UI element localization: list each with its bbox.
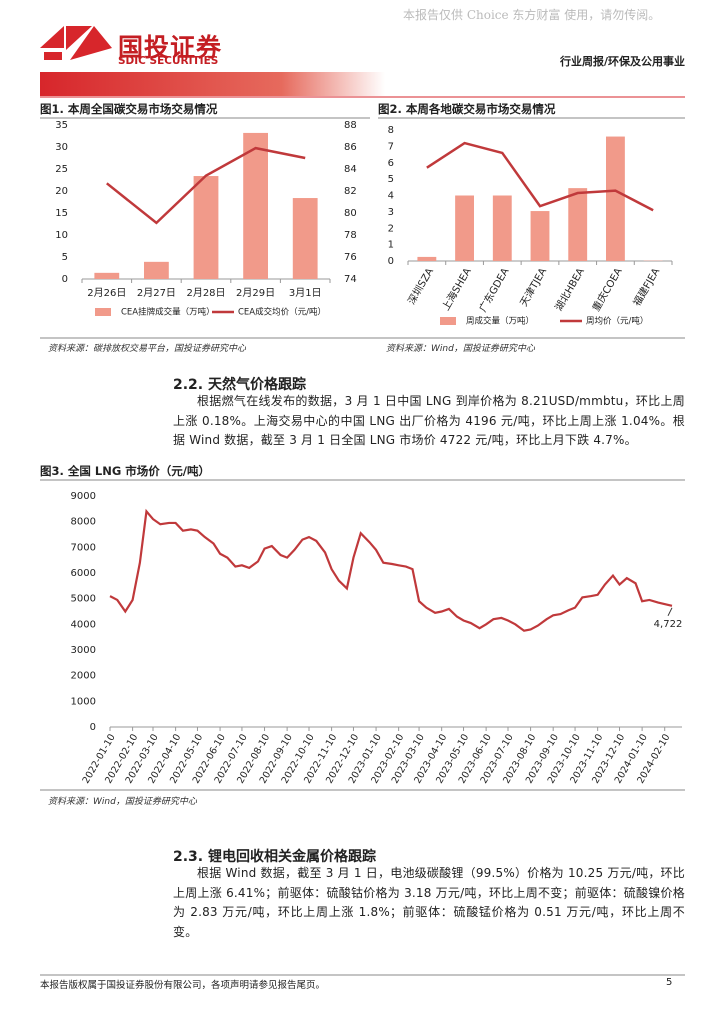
bar: [455, 195, 474, 261]
bar: [193, 176, 219, 279]
x-tick-label: 重庆COEA: [589, 265, 624, 313]
logo: [40, 26, 112, 60]
bar: [568, 188, 588, 261]
y-tick-label: 10: [55, 230, 68, 241]
legend-swatch: [95, 308, 111, 316]
y-tick-label: 7: [388, 141, 394, 152]
y2-tick-label: 74: [344, 274, 357, 285]
y-tick-label: 9000: [71, 491, 96, 502]
page-number: 5: [666, 977, 673, 988]
y-tick-label: 7000: [71, 542, 96, 553]
legend-label: CEA成交均价（元/吨）: [238, 307, 326, 318]
legend-label: 周均价（元/吨）: [586, 316, 648, 327]
x-tick-label: 湖北HBEA: [553, 266, 587, 313]
x-tick-label: 2月29日: [236, 287, 275, 299]
paragraph: 根据 Wind 数据，截至 3 月 1 日，电池级碳酸锂（99.5%）价格为 1…: [173, 866, 685, 939]
y-tick-label: 3: [388, 207, 394, 218]
bar: [243, 132, 268, 279]
figure-title: 图3. 全国 LNG 市场价（元/吨）: [40, 464, 210, 478]
report-category: 行业周报/环保及公用事业: [559, 55, 685, 68]
y-tick-label: 6000: [71, 568, 96, 579]
y2-tick-label: 76: [344, 252, 357, 263]
y-tick-label: 8: [388, 125, 394, 136]
y-tick-label: 2: [388, 223, 394, 234]
y-tick-label: 5: [62, 252, 68, 263]
section-heading: 2.3. 锂电回收相关金属价格跟踪: [173, 849, 376, 865]
figure-title: 图1. 本周全国碳交易市场交易情况: [40, 102, 218, 116]
y-tick-label: 0: [90, 722, 96, 733]
footer-disclaimer: 本报告版权属于国投证券股份有限公司，各项声明请参见报告尾页。: [40, 980, 326, 991]
legend-label: CEA挂牌成交量（万吨）: [121, 307, 215, 318]
section-heading: 2.2. 天然气价格跟踪: [173, 377, 306, 393]
y-tick-label: 5000: [71, 594, 96, 605]
y-tick-label: 0: [62, 274, 68, 285]
y-tick-label: 8000: [71, 517, 96, 528]
x-tick-label: 上海SHEA: [439, 265, 474, 312]
header-band: [40, 72, 385, 96]
line: [426, 141, 654, 212]
y-tick-label: 2000: [71, 671, 96, 682]
y-tick-label: 1: [388, 240, 394, 251]
bar: [417, 256, 437, 261]
y2-tick-label: 84: [344, 164, 357, 175]
y-tick-label: 30: [55, 142, 68, 153]
source: 资料来源：碳排放权交易平台，国投证券研究中心: [48, 344, 247, 354]
y-tick-label: 4: [388, 191, 394, 202]
y-tick-label: 25: [55, 164, 68, 175]
y-tick-label: 3000: [71, 645, 96, 656]
legend-label: 周成交量（万吨）: [466, 316, 534, 327]
bar: [530, 211, 550, 261]
logo-en: SDIC SECURITIES: [118, 55, 219, 67]
label-leader: [667, 607, 673, 617]
y2-tick-label: 80: [344, 208, 357, 219]
source: 资料来源：Wind，国投证券研究中心: [386, 344, 535, 354]
y-tick-label: 0: [388, 256, 394, 267]
value-label: 4,722: [654, 619, 683, 630]
x-tick-label: 福建FJEA: [630, 265, 662, 308]
y-tick-label: 6: [388, 158, 394, 169]
x-tick-label: 天津TJEA: [518, 266, 550, 309]
x-tick-label: 2月28日: [186, 287, 225, 299]
x-tick-label: 2月27日: [137, 287, 176, 299]
bar: [492, 195, 512, 261]
x-tick-label: 3月1日: [289, 287, 322, 299]
y-tick-label: 35: [55, 120, 68, 131]
bar: [292, 198, 318, 279]
y-tick-label: 4000: [71, 619, 96, 630]
y-tick-label: 15: [55, 208, 68, 219]
y2-tick-label: 78: [344, 230, 357, 241]
x-tick-label: 深圳SZA: [406, 266, 436, 307]
y-tick-label: 5: [388, 174, 394, 185]
figure-title: 图2. 本周各地碳交易市场交易情况: [378, 102, 556, 116]
y-tick-label: 20: [55, 186, 68, 197]
x-tick-label: 广东GDEA: [476, 265, 512, 314]
paragraph: 根据燃气在线发布的数据，3 月 1 日中国 LNG 到岸价格为 8.21USD/…: [173, 394, 685, 447]
line: [106, 146, 306, 225]
bar: [94, 272, 120, 279]
legend-swatch: [440, 317, 456, 325]
line: [109, 508, 673, 632]
x-tick-label: 2月26日: [87, 287, 126, 299]
y2-tick-label: 86: [344, 142, 357, 153]
watermark: 本报告仅供 Choice 东方财富 使用，请勿传阅。: [403, 8, 661, 22]
source: 资料来源：Wind，国投证券研究中心: [48, 797, 197, 807]
y-tick-label: 1000: [71, 696, 96, 707]
bar: [606, 136, 625, 261]
logo-cn: 国投证券: [118, 33, 223, 62]
bar: [144, 261, 169, 279]
y2-tick-label: 88: [344, 120, 357, 131]
y2-tick-label: 82: [344, 186, 357, 197]
